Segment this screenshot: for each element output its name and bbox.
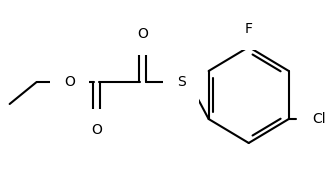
Text: O: O	[137, 27, 148, 41]
Text: O: O	[64, 75, 75, 89]
Text: O: O	[91, 123, 102, 137]
Text: S: S	[177, 75, 185, 89]
Text: Cl: Cl	[312, 112, 326, 126]
Text: F: F	[245, 22, 253, 36]
